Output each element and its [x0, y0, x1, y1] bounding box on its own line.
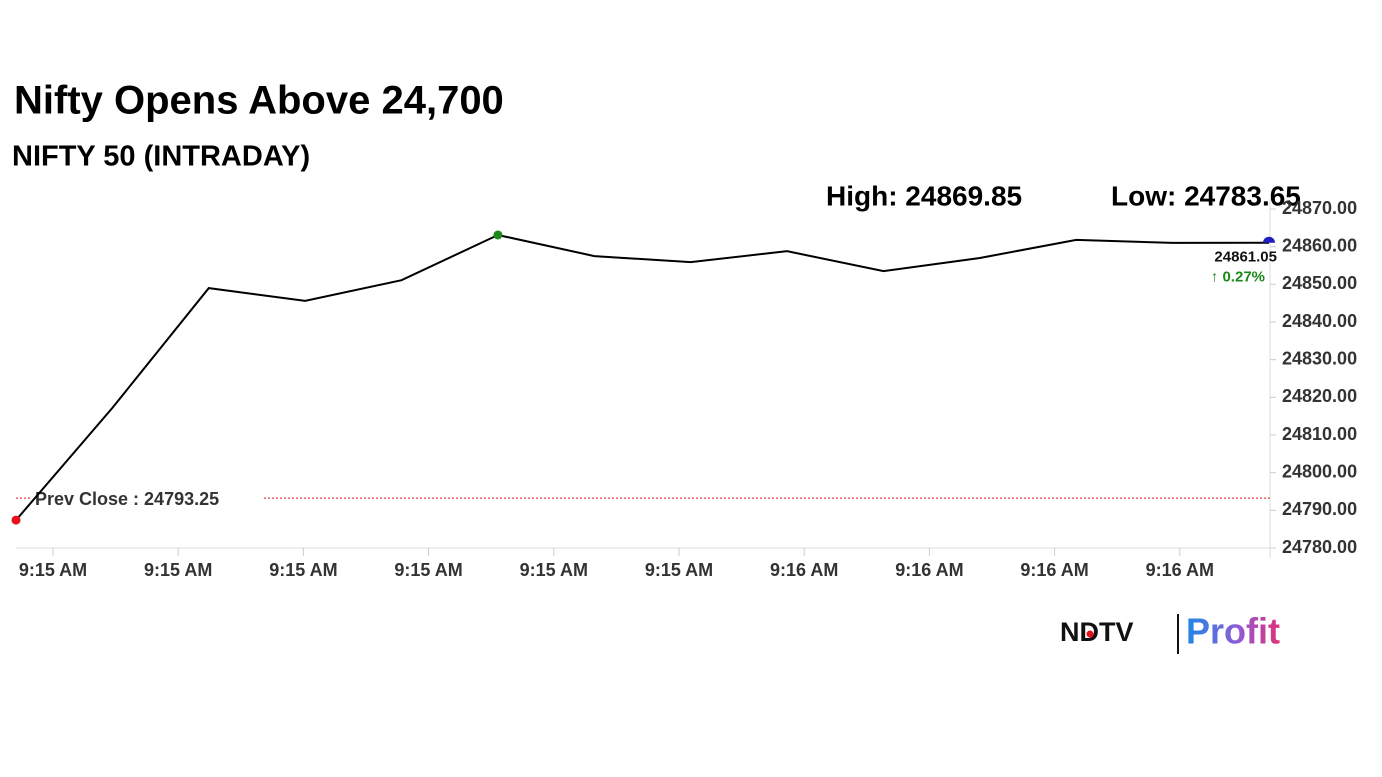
y-tick-label: 24830.00	[1282, 348, 1357, 368]
x-tick-label: 9:16 AM	[895, 560, 963, 580]
start-dot	[11, 515, 21, 525]
chart-title: Nifty Opens Above 24,700	[14, 79, 504, 123]
end-dot	[1263, 236, 1275, 243]
prev-close-label: Prev Close : 24793.25	[35, 489, 219, 509]
logo-dot	[1086, 630, 1094, 638]
price-line	[15, 233, 1270, 521]
y-tick-label: 24820.00	[1282, 386, 1357, 406]
y-tick-label: 24870.00	[1282, 198, 1357, 218]
y-tick-label: 24790.00	[1282, 499, 1357, 519]
last-price-label: 24861.05	[1214, 249, 1277, 266]
chart-subtitle: NIFTY 50 (INTRADAY)	[12, 141, 310, 173]
x-tick-label: 9:15 AM	[144, 560, 212, 580]
x-tick-label: 9:15 AM	[645, 560, 713, 580]
y-tick-label: 24850.00	[1282, 273, 1357, 293]
x-tick-label: 9:15 AM	[520, 560, 588, 580]
y-tick-label: 24780.00	[1282, 537, 1357, 557]
change-label: ↑ 0.27%	[1211, 269, 1265, 286]
x-tick-label: 9:15 AM	[394, 560, 462, 580]
y-tick-label: 24800.00	[1282, 461, 1357, 481]
y-tick-label: 24810.00	[1282, 424, 1357, 444]
y-tick-label: 24840.00	[1282, 311, 1357, 331]
low-label: Low: 24783.65	[1111, 180, 1301, 211]
prev-close-bg	[30, 488, 262, 511]
x-tick-label: 9:16 AM	[770, 560, 838, 580]
y-tick-label: 24860.00	[1282, 235, 1357, 255]
x-tick-label: 9:15 AM	[269, 560, 337, 580]
logo-ndtv: NDTV	[1060, 617, 1134, 647]
high-dot	[493, 230, 503, 240]
x-tick-label: 9:16 AM	[1020, 560, 1088, 580]
high-label: High: 24869.85	[826, 180, 1022, 211]
x-tick-label: 9:16 AM	[1146, 560, 1214, 580]
logo-profit: Profit	[1186, 611, 1280, 652]
x-tick-label: 9:15 AM	[19, 560, 87, 580]
